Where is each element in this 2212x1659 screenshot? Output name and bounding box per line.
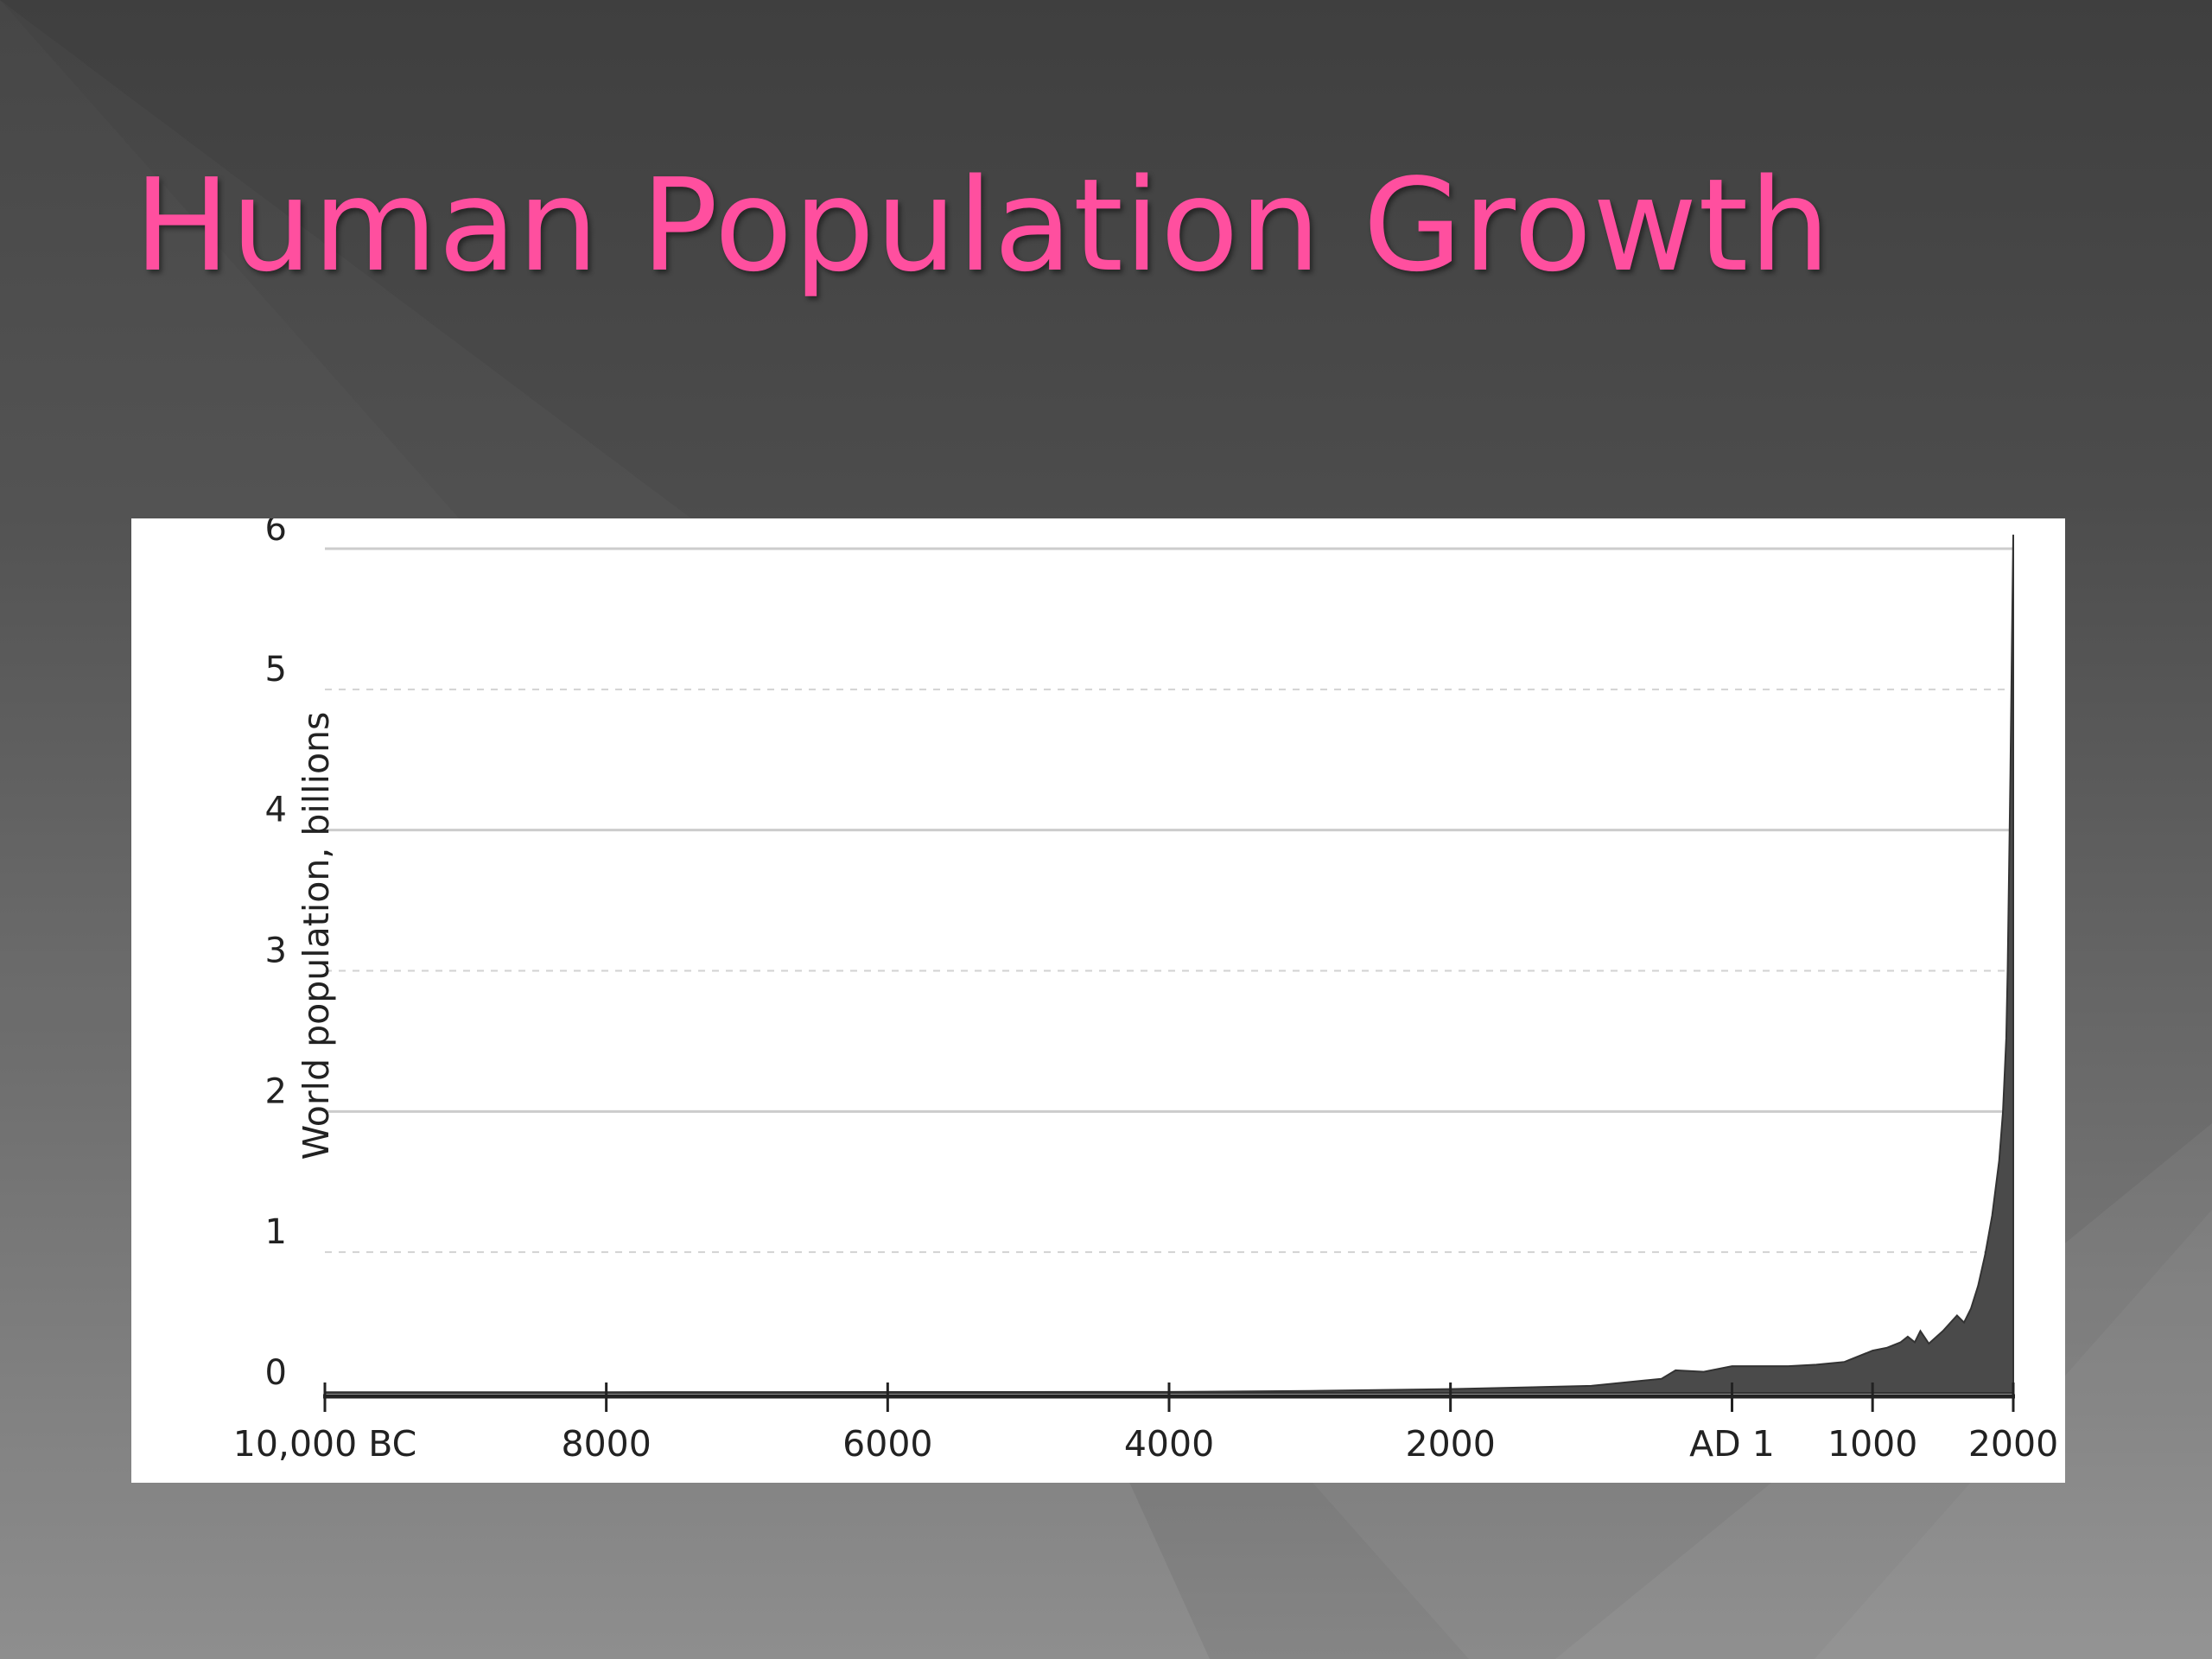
y-tick-label: 0 — [265, 1353, 287, 1393]
y-tick-label: 6 — [265, 518, 287, 549]
x-tick-label: 1000 — [1827, 1423, 1917, 1465]
y-axis-label: World population, billions — [296, 712, 337, 1160]
x-tick-label: 8000 — [561, 1423, 651, 1465]
x-tick-label: AD 1 — [1689, 1423, 1775, 1465]
y-tick-label: 2 — [265, 1071, 287, 1111]
x-tick-label: 2000 — [1968, 1423, 2058, 1465]
y-tick-label: 3 — [265, 931, 287, 971]
x-tick-labels: 10,000 BC 8000 6000 4000 2000 AD 1 1000 2000 — [233, 1423, 2058, 1465]
x-axis — [323, 1382, 2015, 1412]
x-tick-label: 6000 — [842, 1423, 932, 1465]
y-tick-label: 1 — [265, 1212, 287, 1252]
grid-lines — [325, 547, 2013, 1254]
chart-panel: 0 1 2 3 4 5 6 10,000 BC 8000 6000 4000 2000 AD 1 100… — [131, 518, 2065, 1483]
y-tick-label: 4 — [265, 791, 287, 830]
x-tick-label: 4000 — [1124, 1423, 1214, 1465]
x-tick-label: 10,000 BC — [233, 1423, 417, 1465]
population-chart: 0 1 2 3 4 5 6 10,000 BC 8000 6000 4000 2000 AD 1 100… — [233, 518, 2058, 1465]
y-tick-labels: 0 1 2 3 4 5 6 — [265, 518, 287, 1393]
x-tick-label: 2000 — [1405, 1423, 1495, 1465]
population-area — [324, 534, 2014, 1394]
slide-title: Human Population Growth — [134, 151, 1832, 300]
y-tick-label: 5 — [265, 650, 287, 690]
